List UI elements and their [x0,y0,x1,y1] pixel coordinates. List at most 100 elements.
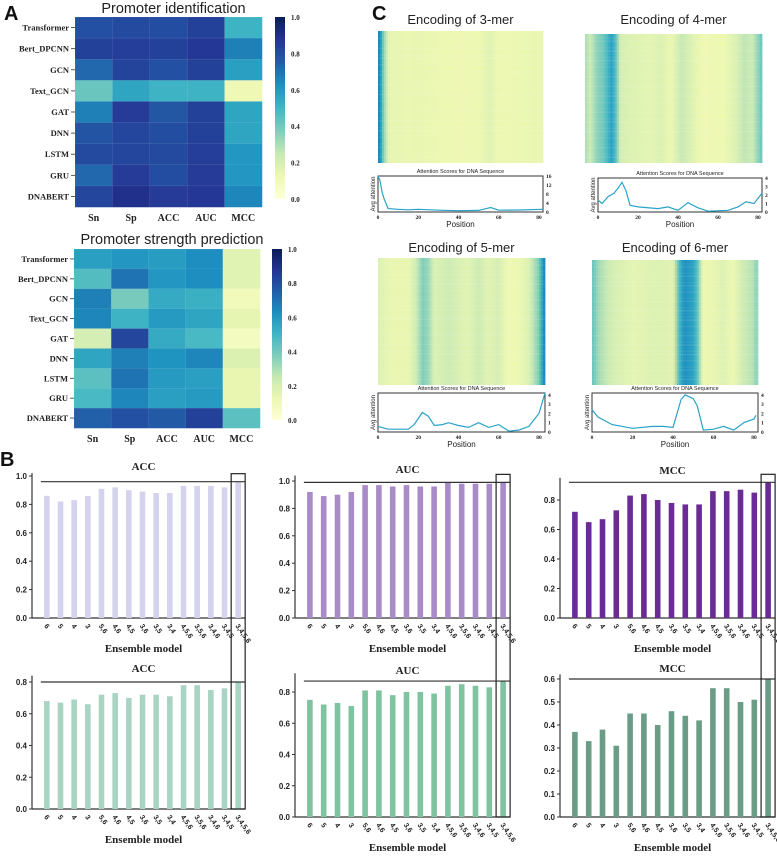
attention-column [445,258,448,385]
attention-column [686,34,689,163]
x-tick-label: 3,6 [138,623,149,635]
heatmap-cell [73,407,112,429]
attention-row-texture [585,44,762,46]
x-tick-label: 3,4,5,6 [234,623,252,645]
bar [180,485,187,618]
y-tick-label: 0.6 [279,532,291,541]
heatmap-cell [112,37,151,60]
heatmap-cell [110,288,149,310]
bar [348,491,355,618]
attention-column [427,258,431,385]
attention-column [688,260,692,385]
attention-column [609,260,613,385]
attention-column [464,31,467,163]
attention-row-texture [592,263,758,265]
attention-column [744,260,747,385]
attention-row-texture [592,382,758,384]
attention-column [665,34,668,163]
attention-row-texture [585,130,762,133]
attention-column [441,258,445,385]
heatmap-cell [186,185,226,208]
heatmap-cell [224,164,263,187]
attention-column [620,34,624,163]
bar-chart-title: ACC [132,663,156,675]
attention-column [497,258,500,385]
heatmap-cell [186,143,226,166]
heatmap-cell [73,248,112,270]
x-tick-label: 6 [570,623,578,630]
attention-row-texture [585,92,762,94]
attention-row-texture [378,312,545,314]
bar [627,713,633,817]
attention-column [717,34,721,163]
bar [57,501,64,618]
attention-row-texture [378,264,545,266]
attention-row-texture [592,375,758,378]
x-axis-label: Ensemble model [369,842,446,854]
column-label: Sn [87,434,99,445]
bar [472,483,479,618]
bar [44,701,50,809]
attention-column [462,31,465,163]
attention-row-texture [592,357,758,359]
y-tick-label: 0 [548,430,551,436]
bar [417,486,424,618]
bar [320,496,327,618]
colorbar-tick-label: 0.4 [291,123,300,131]
x-tick-label: 3,4,5,6 [498,623,516,645]
attention-column [391,258,395,385]
x-tick-label: 5,6 [360,623,371,635]
attention-row-texture [585,63,762,65]
x-tick-label: 20 [415,435,421,441]
bar [710,688,716,817]
attention-column [401,258,405,385]
bar [458,483,465,618]
x-tick-label: 4,5 [653,623,664,635]
attention-row-texture [585,50,762,52]
heatmap-cell [112,143,151,166]
attention-row-texture [378,331,545,333]
heatmap-cell [73,308,112,330]
bar [641,713,647,817]
heatmap-cell [149,185,188,208]
x-tick-label: 4,5,6 [443,623,458,640]
heatmap-cell [185,248,224,270]
attention-column [521,258,524,385]
attention-row-texture [378,337,545,339]
attention-column [706,260,709,385]
attention-column [460,31,463,163]
attention-row-texture [585,95,762,97]
x-tick-label: 80 [536,435,542,441]
attention-line [377,392,546,432]
heatmap-title: Promoter identification [101,1,245,17]
x-tick-label: 3,5 [152,814,163,826]
attention-column [423,31,426,163]
attention-column [474,31,477,163]
colorbar-tick-label: 0.2 [288,383,297,391]
attention-row-texture [592,279,758,281]
attention-column [397,258,401,385]
heatmap-cell [149,37,188,60]
attention-column [756,260,759,385]
attention-column [415,31,418,163]
attention-column [417,258,421,385]
attention-column [393,258,397,385]
bar [737,702,744,817]
attention-row-texture [585,40,762,43]
attention-column [707,34,710,163]
y-tick-label: 0.0 [16,805,28,814]
attention-row-texture [592,266,758,268]
attention-column [745,34,748,163]
attention-row-texture [378,318,545,320]
attention-column [712,260,715,385]
attention-row-texture [585,160,762,162]
attention-row-texture [592,373,758,375]
x-tick-label: 5,6 [97,814,108,826]
x-tick-label: 4 [70,814,78,821]
attention-column [537,31,540,163]
attention-column [505,31,509,163]
attention-column [673,34,677,163]
bar [167,696,173,809]
attention-column [759,34,763,163]
attention-column [433,31,436,163]
